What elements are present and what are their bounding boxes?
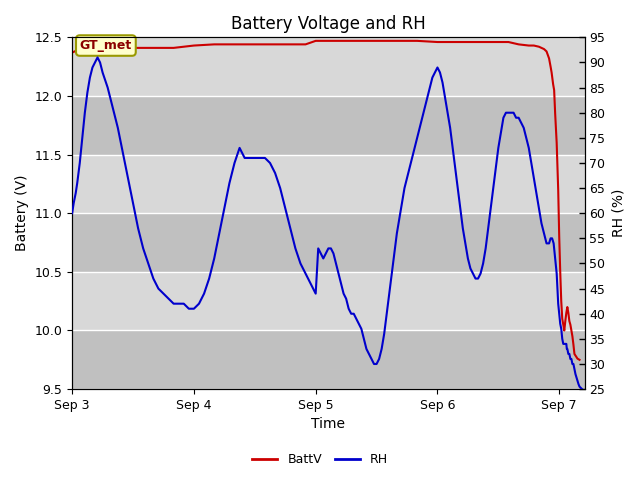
Bar [72, 96, 584, 155]
X-axis label: Time: Time [312, 418, 346, 432]
Bar [72, 331, 584, 389]
Y-axis label: RH (%): RH (%) [611, 189, 625, 238]
Text: GT_met: GT_met [80, 39, 132, 52]
Y-axis label: Battery (V): Battery (V) [15, 175, 29, 252]
Bar [72, 213, 584, 272]
Legend: BattV, RH: BattV, RH [248, 448, 392, 471]
Title: Battery Voltage and RH: Battery Voltage and RH [231, 15, 426, 33]
